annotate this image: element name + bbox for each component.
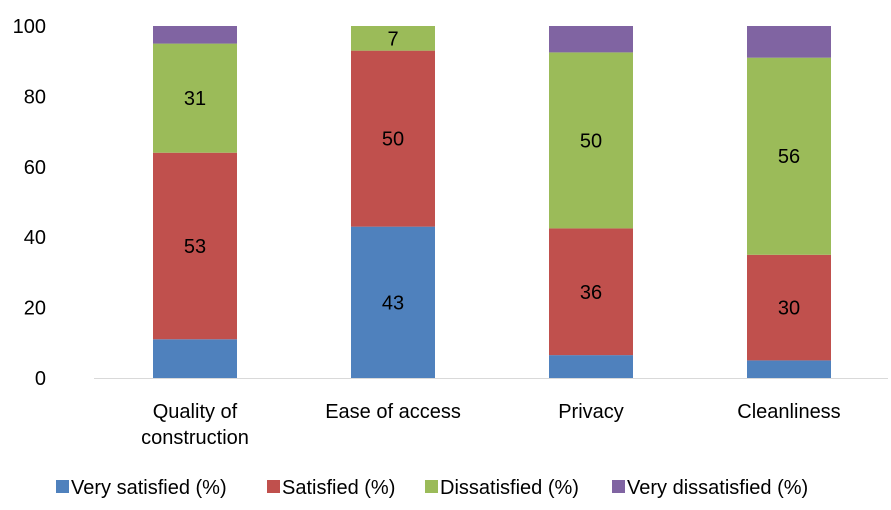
x-category-label: construction — [141, 427, 249, 449]
y-tick-label: 60 — [24, 157, 46, 179]
bar-segment — [153, 43, 237, 153]
legend-swatch — [56, 480, 69, 493]
legend-label: Dissatisfied (%) — [440, 477, 579, 499]
legend-label: Satisfied (%) — [282, 477, 395, 499]
legend-label: Very dissatisfied (%) — [627, 477, 808, 499]
bar-segment — [351, 26, 435, 51]
bar-segment — [747, 254, 831, 361]
legend-swatch — [612, 480, 625, 493]
data-label: 31 — [184, 88, 206, 110]
bar-segment — [747, 360, 831, 378]
x-category-label: Privacy — [558, 401, 624, 423]
y-tick-label: 80 — [24, 86, 46, 108]
legend-label: Very satisfied (%) — [71, 477, 227, 499]
bar-segment — [549, 355, 633, 378]
bar-segment — [351, 50, 435, 227]
x-category-label: Cleanliness — [737, 401, 840, 423]
bar-segment — [153, 26, 237, 44]
bar-segment — [549, 26, 633, 53]
y-tick-label: 20 — [24, 298, 46, 320]
bar-segment — [153, 339, 237, 378]
data-label: 7 — [387, 28, 398, 50]
bar-segment — [747, 26, 831, 58]
bar-segment — [549, 228, 633, 356]
data-label: 30 — [778, 298, 800, 320]
legend-swatch — [425, 480, 438, 493]
x-category-label: Ease of access — [325, 401, 461, 423]
x-category-label: Quality of — [153, 401, 238, 423]
y-tick-label: 100 — [13, 16, 46, 38]
bar-segment — [549, 52, 633, 229]
bar-segment — [747, 57, 831, 255]
data-label: 53 — [184, 236, 206, 258]
data-label: 43 — [382, 292, 404, 314]
legend-swatch — [267, 480, 280, 493]
bar-segment — [351, 226, 435, 378]
data-label: 50 — [580, 130, 602, 152]
bar-segment — [153, 152, 237, 340]
data-label: 36 — [580, 282, 602, 304]
y-tick-label: 0 — [35, 368, 46, 390]
y-tick-label: 40 — [24, 227, 46, 249]
data-label: 56 — [778, 146, 800, 168]
data-label: 50 — [382, 129, 404, 151]
